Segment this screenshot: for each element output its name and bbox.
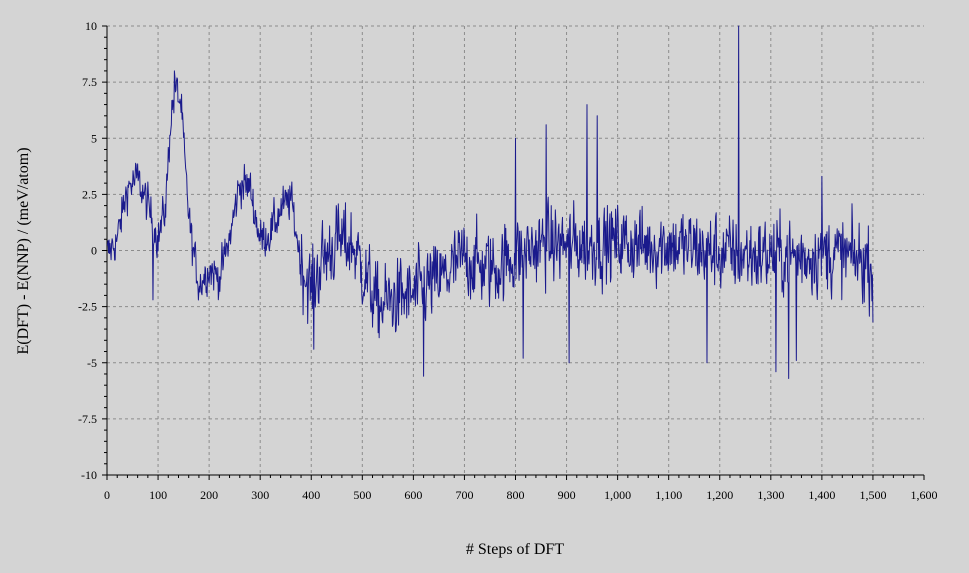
- x-tick-label: 1,600: [911, 488, 938, 502]
- y-tick-label: -2.5: [78, 300, 97, 314]
- y-tick-label: -5: [87, 356, 97, 370]
- x-tick-label: 1,000: [604, 488, 631, 502]
- x-tick-label: 900: [558, 488, 576, 502]
- y-tick-label: 10: [85, 19, 97, 33]
- x-axis-title: # Steps of DFT: [466, 541, 564, 558]
- y-tick-label: 5: [91, 131, 97, 145]
- x-tick-label: 0: [104, 488, 110, 502]
- x-tick-label: 400: [302, 488, 320, 502]
- y-tick-label: -7.5: [78, 412, 97, 426]
- x-tick-label: 1,300: [757, 488, 784, 502]
- x-tick-label: 200: [200, 488, 218, 502]
- y-tick-label: 7.5: [82, 75, 97, 89]
- y-tick-label: 0: [91, 244, 97, 258]
- y-axis: 10 7.5 5 2.5 0 -2.5 -5 -7.5 -10: [78, 19, 108, 482]
- x-tick-label: 1,400: [808, 488, 835, 502]
- x-tick-label: 700: [455, 488, 473, 502]
- x-tick-label: 100: [149, 488, 167, 502]
- y-tick-label: 2.5: [82, 187, 97, 201]
- x-axis: 0 100 200 300 400 500 600 700 800 900 1,000 1,100 1,…: [104, 474, 938, 502]
- y-tick-label: -10: [81, 468, 97, 482]
- y-axis-title: E(DFT) - E(NNP) / (meV/atom): [15, 147, 32, 354]
- x-tick-label: 1,500: [859, 488, 886, 502]
- x-tick-label: 300: [251, 488, 269, 502]
- x-tick-label: 500: [353, 488, 371, 502]
- x-tick-label: 800: [507, 488, 525, 502]
- x-tick-label: 1,100: [655, 488, 682, 502]
- series-line: [106, 25, 874, 379]
- x-tick-label: 1,200: [706, 488, 733, 502]
- x-tick-label: 600: [404, 488, 422, 502]
